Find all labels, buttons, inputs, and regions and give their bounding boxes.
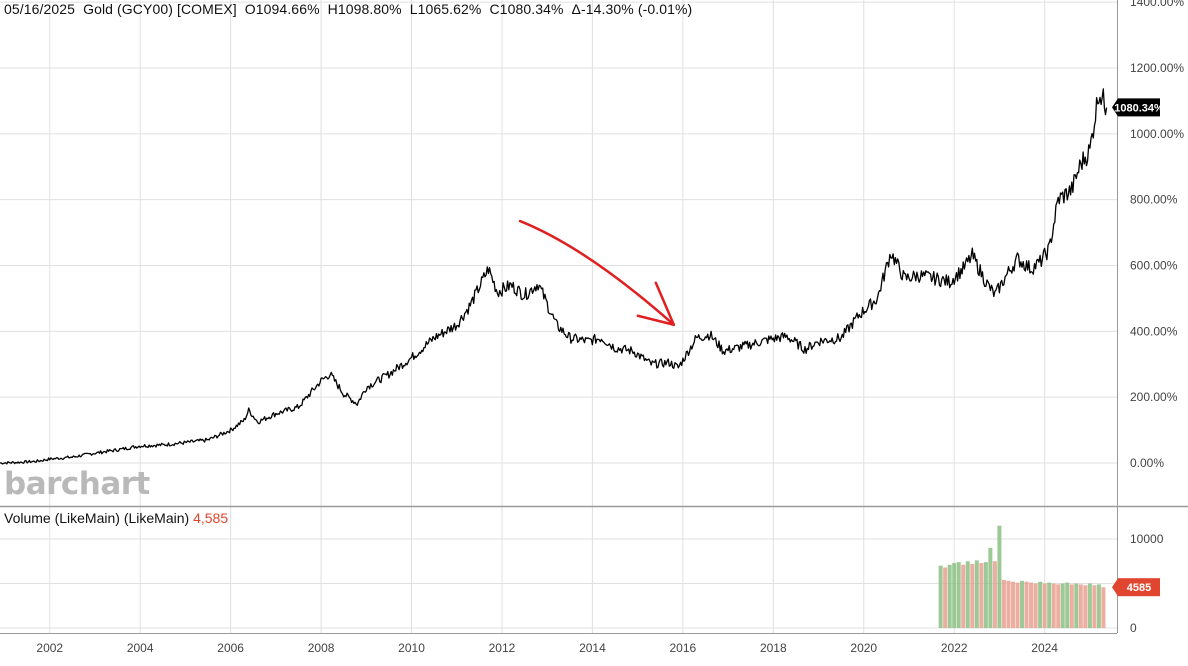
volume-bar — [1074, 583, 1079, 628]
volume-bar — [1042, 583, 1047, 628]
volume-bar — [1020, 580, 1025, 628]
volume-bar — [943, 567, 948, 628]
legend-open: O1094.66% — [244, 1, 320, 17]
y-tick-label-1400: 1400.00% — [1130, 0, 1184, 9]
volume-bar — [1029, 582, 1034, 628]
y-tick-label-1200: 1200.00% — [1130, 61, 1184, 75]
last-price-badge-text: 1080.34% — [1114, 102, 1164, 114]
legend-close: C1080.34% — [489, 1, 564, 17]
volume-bar — [1101, 587, 1106, 628]
volume-bar — [970, 563, 975, 628]
last-price-badge: 1080.34% — [1112, 98, 1164, 117]
volume-legend: Volume (LikeMain) (LikeMain) 4,585 — [4, 510, 228, 526]
volume-bar — [938, 565, 943, 628]
volume-layer — [938, 525, 1106, 628]
annotation-arrow-shaft — [518, 219, 676, 326]
legend-change: Δ-14.30% (-0.01%) — [571, 1, 693, 17]
x-tick-label-2004: 2004 — [127, 641, 154, 655]
x-tick-label-2014: 2014 — [579, 641, 606, 655]
volume-bar — [1006, 580, 1011, 628]
volume-tick-label-10000: 10000 — [1130, 532, 1164, 546]
volume-bar — [1038, 581, 1043, 628]
volume-bar — [1065, 582, 1070, 628]
volume-bar — [956, 562, 961, 628]
x-tick-label-2016: 2016 — [670, 641, 697, 655]
volume-bar — [1092, 585, 1097, 628]
y-tick-label-0: 0.00% — [1130, 456, 1164, 470]
volume-bar — [1010, 581, 1015, 628]
x-tick-label-2010: 2010 — [398, 641, 425, 655]
legend-low: L1065.62% — [409, 1, 482, 17]
volume-bar — [979, 563, 984, 628]
x-tick-label-2006: 2006 — [217, 641, 244, 655]
x-tick-label-2022: 2022 — [941, 641, 968, 655]
annotation-layer — [518, 219, 676, 326]
x-tick-label-2024: 2024 — [1031, 641, 1058, 655]
volume-bar — [961, 564, 966, 628]
volume-bar — [997, 525, 1002, 628]
volume-bar — [952, 563, 957, 628]
volume-bar — [1056, 584, 1061, 628]
price-series-line — [0, 88, 1108, 465]
y-tick-label-200: 200.00% — [1130, 390, 1178, 404]
y-tick-label-800: 800.00% — [1130, 193, 1178, 207]
volume-bar — [974, 560, 979, 628]
volume-bar — [1051, 583, 1056, 628]
volume-bar — [1060, 583, 1065, 628]
annotation-arrow-head — [636, 281, 676, 326]
volume-bar — [965, 561, 970, 628]
volume-legend-value: 4,585 — [193, 510, 229, 526]
last-volume-badge-text: 4585 — [1127, 582, 1151, 594]
volume-bar — [988, 547, 993, 628]
volume-bar — [1033, 583, 1038, 628]
volume-bar — [1087, 583, 1092, 628]
y-tick-label-1000: 1000.00% — [1130, 127, 1184, 141]
grid-layer — [0, 0, 1117, 633]
x-tick-label-2002: 2002 — [36, 641, 63, 655]
legend-high: H1098.80% — [327, 1, 402, 17]
volume-bar — [1024, 581, 1029, 628]
legend-symbol: Gold (GCY00) [COMEX] — [83, 1, 237, 17]
legend-date: 05/16/2025 — [4, 1, 76, 17]
ohlc-legend: 05/16/2025 Gold (GCY00) [COMEX] O1094.66… — [4, 1, 696, 17]
x-tick-label-2012: 2012 — [489, 641, 516, 655]
volume-bar — [992, 561, 997, 628]
volume-legend-label: Volume (LikeMain) (LikeMain) — [4, 510, 190, 526]
y-tick-label-400: 400.00% — [1130, 324, 1178, 338]
volume-bar — [1015, 582, 1020, 628]
barchart-logo: barchart — [4, 466, 150, 502]
last-volume-badge: 4585 — [1112, 578, 1160, 597]
price-layer — [0, 88, 1108, 465]
x-tick-label-2020: 2020 — [850, 641, 877, 655]
volume-bar — [1047, 582, 1052, 628]
x-tick-label-2008: 2008 — [308, 641, 335, 655]
volume-bar — [983, 562, 988, 628]
volume-bar — [1069, 584, 1074, 628]
volume-bar — [1001, 579, 1006, 628]
volume-bar — [1083, 585, 1088, 628]
volume-tick-label-0: 0 — [1130, 621, 1137, 635]
y-tick-label-600: 600.00% — [1130, 259, 1178, 273]
x-tick-label-2018: 2018 — [760, 641, 787, 655]
volume-bar — [1078, 584, 1083, 628]
volume-bar — [947, 564, 952, 628]
volume-bar — [1096, 584, 1101, 628]
